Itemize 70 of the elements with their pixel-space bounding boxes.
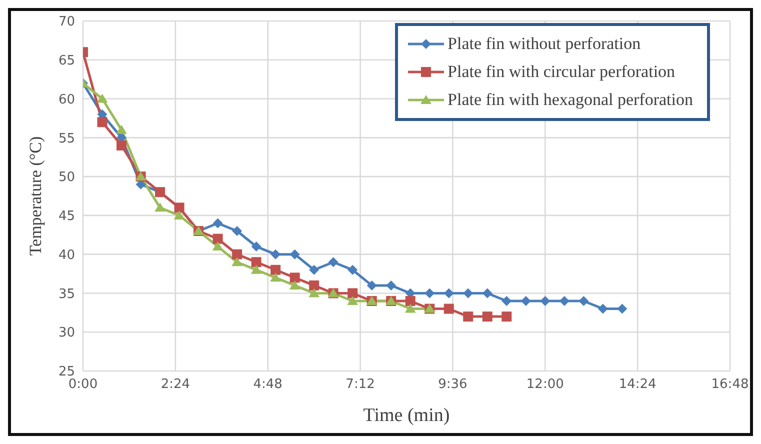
point [232, 257, 243, 266]
x-tick-label: 2:24 [160, 377, 190, 392]
point [578, 296, 589, 306]
x-axis-title: Time (min) [363, 405, 450, 426]
x-tick-label: 0:00 [68, 377, 98, 392]
point [174, 210, 185, 220]
point [212, 234, 223, 244]
point [405, 296, 416, 306]
point [424, 288, 435, 298]
point [97, 117, 108, 128]
point [540, 296, 550, 306]
point [309, 280, 320, 290]
y-tick-label: 60 [58, 92, 75, 108]
x-tick-label: 12:00 [526, 377, 564, 392]
x-tick-label: 4:48 [253, 377, 282, 392]
y-tick-label: 65 [58, 54, 75, 69]
point [154, 202, 166, 212]
point [289, 280, 300, 290]
y-tick-label: 45 [58, 209, 75, 224]
point [386, 280, 396, 290]
y-tick-label: 25 [58, 364, 75, 380]
legend-label: Plate fin with hexagonal perforation [448, 90, 693, 110]
point [270, 272, 282, 282]
point [116, 124, 128, 134]
y-tick-label: 35 [58, 286, 75, 302]
legend-label: Plate fin with circular perforation [448, 62, 676, 82]
point [482, 312, 492, 322]
point [270, 249, 281, 260]
point [290, 272, 300, 283]
y-axis-title: Temperature (°C) [26, 136, 46, 256]
point [290, 249, 300, 260]
point [463, 312, 474, 322]
point [116, 140, 127, 150]
point [463, 288, 474, 298]
point [502, 296, 512, 306]
point [309, 264, 320, 275]
point [598, 304, 608, 314]
point [232, 226, 242, 236]
point [404, 304, 416, 313]
point [348, 264, 358, 275]
point [348, 288, 358, 298]
point [212, 242, 224, 251]
point [444, 304, 454, 314]
y-tick-label: 55 [58, 131, 75, 146]
point [251, 257, 262, 268]
y-tick-label: 40 [58, 248, 75, 263]
point [444, 288, 454, 298]
point [520, 296, 531, 306]
point [502, 312, 512, 322]
point [328, 257, 338, 268]
x-tick-label: 16:48 [711, 377, 749, 392]
x-tick-label: 14:24 [618, 377, 656, 392]
y-tick-label: 30 [58, 326, 75, 341]
legend-label: Plate fin without perforation [448, 34, 641, 54]
point [308, 288, 320, 298]
point [212, 218, 223, 228]
y-tick-label: 50 [58, 170, 75, 186]
x-tick-label: 7:12 [346, 377, 375, 392]
point [251, 242, 262, 252]
point [232, 249, 242, 260]
point [270, 264, 281, 275]
x-tick-label: 9:36 [438, 377, 468, 392]
y-tick-label: 70 [58, 14, 75, 30]
point [366, 280, 377, 290]
point [96, 94, 108, 103]
point [250, 264, 262, 274]
point [347, 296, 358, 305]
point [559, 296, 570, 306]
point [482, 288, 492, 298]
point [617, 304, 628, 314]
